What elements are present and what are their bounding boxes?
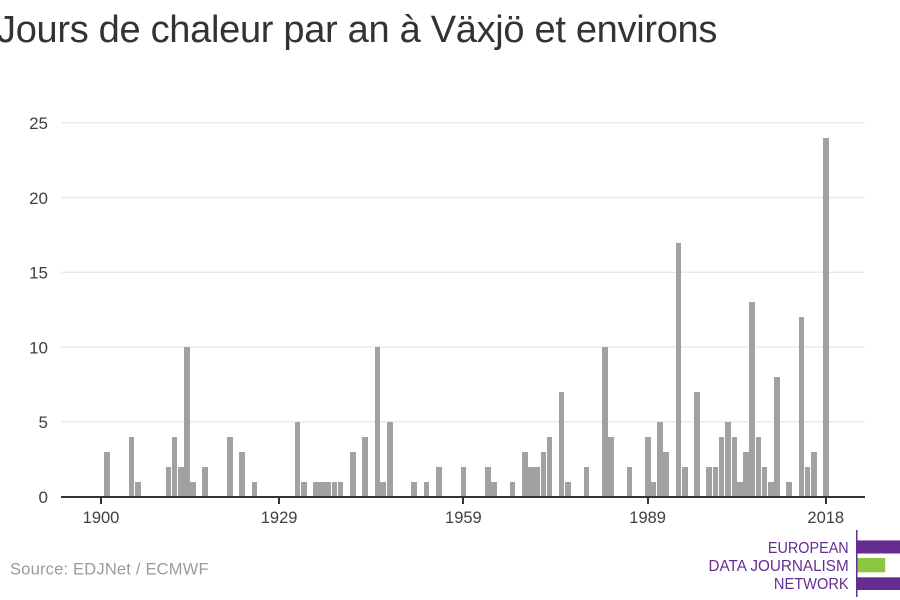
svg-text:10: 10 bbox=[29, 338, 48, 357]
svg-text:EUROPEAN: EUROPEAN bbox=[768, 539, 849, 557]
svg-text:0: 0 bbox=[39, 488, 48, 507]
svg-text:20: 20 bbox=[29, 189, 48, 208]
svg-text:NETWORK: NETWORK bbox=[774, 575, 850, 593]
svg-text:1959: 1959 bbox=[445, 509, 482, 527]
svg-text:2018: 2018 bbox=[807, 509, 844, 527]
svg-text:1989: 1989 bbox=[629, 509, 666, 527]
svg-text:1929: 1929 bbox=[261, 509, 298, 527]
svg-text:5: 5 bbox=[39, 413, 48, 432]
svg-text:Jours de chaleur par an à Växj: Jours de chaleur par an à Växjö et envir… bbox=[0, 9, 717, 51]
svg-text:Source: EDJNet / ECMWF: Source: EDJNet / ECMWF bbox=[10, 561, 209, 579]
svg-text:25: 25 bbox=[29, 114, 48, 133]
svg-text:DATA JOURNALISM: DATA JOURNALISM bbox=[708, 558, 848, 575]
svg-text:15: 15 bbox=[29, 264, 48, 283]
svg-text:1900: 1900 bbox=[83, 509, 120, 527]
